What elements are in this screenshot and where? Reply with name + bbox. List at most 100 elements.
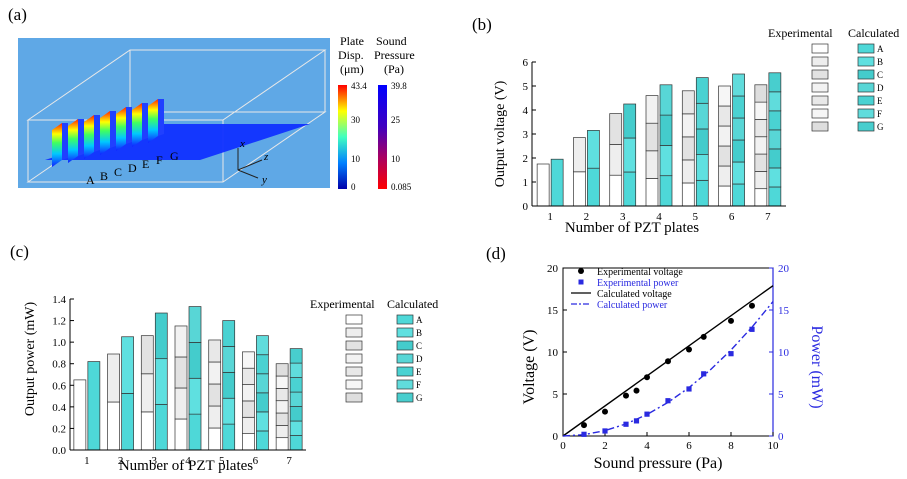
x-tick-label: 7 — [765, 211, 771, 223]
bar-experimental-segment — [754, 136, 768, 155]
x-tick-label: 6 — [253, 455, 259, 467]
colorbar-tick: 43.4 — [351, 81, 367, 91]
bar-experimental-segment — [275, 375, 289, 389]
y-tick-label: 6 — [523, 57, 529, 69]
legend-calculated-swatch — [857, 95, 875, 106]
panel-a-label: (a) — [8, 5, 27, 24]
x-tick-label: 4 — [185, 455, 191, 467]
data-point — [602, 408, 608, 415]
colorbar-tick: 0 — [351, 182, 356, 192]
plate-label: D — [128, 161, 137, 175]
legend-calculated-swatch — [857, 108, 875, 119]
legend-segment-label: G — [877, 122, 884, 132]
legend-experimental-swatch — [811, 121, 829, 132]
x-tick-label: 2 — [118, 455, 124, 467]
bar-calculated-segment — [659, 175, 673, 207]
y-tick-label: 0 — [523, 201, 529, 213]
bar-experimental-segment — [174, 418, 188, 451]
bar-experimental-segment — [609, 174, 623, 207]
legend-segment-label: D — [877, 83, 884, 93]
x-tick-label: 3 — [152, 455, 158, 467]
legend-calculated-swatch — [396, 379, 414, 390]
bar-experimental-segment — [242, 384, 255, 402]
sound-pressure-floor — [45, 124, 310, 160]
bar-experimental-segment — [754, 171, 768, 190]
bar-experimental-segment — [681, 113, 695, 138]
bar-calculated-segment — [587, 167, 600, 207]
bar-calculated-segment — [256, 373, 269, 394]
bar-group — [536, 72, 782, 207]
legend-experimental-swatch — [345, 314, 363, 325]
data-point — [728, 351, 734, 357]
bar-calculated-segment — [659, 84, 673, 116]
bar-calculated-segment — [550, 158, 564, 207]
y-tick-label: 1.0 — [52, 337, 66, 349]
axis-x-label: x — [239, 138, 245, 150]
legend-label: Experimental power — [597, 278, 679, 289]
bar-calculated-segment — [154, 403, 168, 451]
colorbar-tick: 39.8 — [391, 81, 407, 91]
legend-experimental-swatch — [811, 108, 829, 119]
panel-b-label: (b) — [472, 15, 492, 34]
bar-experimental-segment — [718, 105, 731, 127]
bar-experimental-segment — [754, 119, 768, 138]
y-tick-label: 4 — [523, 105, 529, 117]
legend-experimental-swatch — [811, 95, 829, 106]
y-tick-label: 0.4 — [52, 402, 66, 414]
plate-label: C — [114, 165, 122, 179]
series-line — [562, 285, 774, 437]
legend-segment-label: C — [877, 70, 883, 80]
bar-calculated-segment — [659, 145, 673, 177]
x-tick-label: 6 — [686, 440, 692, 452]
x-tick-label: 3 — [620, 211, 626, 223]
plate-labels: A B C D E F G — [86, 149, 179, 187]
plate-label: B — [100, 169, 108, 183]
bar-calculated-segment — [732, 117, 745, 141]
x-tick-label: 5 — [219, 455, 225, 467]
bar-experimental-segment — [754, 188, 768, 207]
bar-experimental-segment — [242, 351, 255, 369]
legend-segment-label: C — [416, 341, 422, 351]
data-point — [700, 333, 707, 340]
bar-calculated-segment — [222, 423, 236, 451]
bar-experimental-segment — [275, 412, 289, 426]
bar-experimental-segment — [609, 113, 623, 145]
bar-experimental-segment — [609, 144, 623, 176]
pzt-plate — [148, 99, 164, 143]
y-tick-label: 0 — [553, 431, 559, 443]
y-axis-label: Output power (mW) — [23, 302, 38, 417]
legend-experimental-swatch — [345, 379, 363, 390]
x-tick-label: 2 — [602, 440, 608, 452]
bar-experimental-segment — [536, 163, 550, 207]
bar-experimental-segment — [242, 400, 255, 418]
legend-experimental-swatch — [345, 327, 363, 338]
x-tick-label: 1 — [84, 455, 90, 467]
data-point — [633, 418, 640, 424]
bar-experimental-segment — [174, 325, 188, 358]
model-background — [18, 38, 330, 188]
y-tick-label: 1.4 — [52, 294, 66, 306]
colorbar-title: Disp. — [338, 48, 364, 62]
y-tick-label: 0.2 — [52, 423, 66, 435]
bar-calculated-segment — [289, 391, 303, 407]
bar-calculated-segment — [732, 73, 745, 97]
bar-calculated-segment — [289, 377, 303, 393]
x-axis-label: Sound pressure (Pa) — [594, 455, 723, 472]
plate-label: E — [142, 157, 149, 171]
legend-experimental-title: Experimental — [768, 26, 833, 40]
bar-calculated-segment — [732, 139, 745, 163]
bar-calculated-segment — [222, 371, 236, 399]
bar-calculated-segment — [768, 167, 782, 188]
pzt-plates — [52, 99, 164, 167]
colorbar-tick: 25 — [391, 115, 401, 125]
legend-experimental-swatch — [345, 392, 363, 403]
colorbar-title: Pressure — [374, 48, 415, 62]
bar-calculated-segment — [695, 154, 709, 181]
plate-label: A — [86, 173, 95, 187]
bar-calculated-segment — [222, 346, 236, 373]
bar-calculated-segment — [222, 320, 236, 347]
panel-b: (b) 1 2 3 4 5 6 7 0 1 2 3 4 5 6 Output voltage (V) Nu… — [460, 0, 907, 240]
legend-experimental-swatch — [345, 366, 363, 377]
y2-axis-label: Power (mW) — [808, 325, 825, 408]
bar-experimental-segment — [754, 153, 768, 172]
